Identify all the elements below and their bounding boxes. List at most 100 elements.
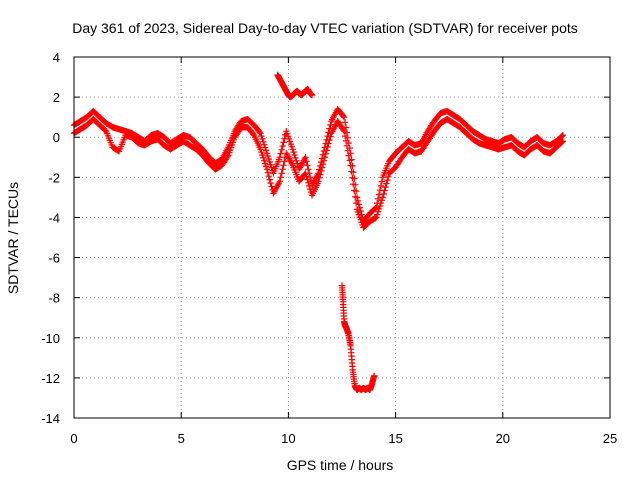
- data-point: [352, 199, 360, 207]
- data-point: [378, 197, 385, 204]
- data-point: [340, 126, 347, 133]
- data-point: [559, 132, 566, 139]
- data-point: [344, 147, 351, 154]
- data-point: [378, 178, 385, 185]
- x-tick-label: 20: [496, 431, 510, 446]
- data-point: [324, 143, 331, 151]
- data-point: [260, 138, 267, 145]
- data-point: [383, 180, 390, 187]
- data-point: [558, 138, 566, 146]
- data-point: [351, 187, 358, 194]
- y-tick-label: 0: [53, 130, 60, 145]
- data-point: [268, 183, 275, 190]
- data-point: [293, 157, 300, 164]
- series-upper-segment: [274, 71, 316, 101]
- data-point: [279, 142, 286, 150]
- data-point: [325, 140, 332, 147]
- data-point: [279, 166, 286, 173]
- data-point: [382, 183, 389, 191]
- data-point: [291, 151, 298, 159]
- data-point: [266, 176, 273, 183]
- y-tick-label: 2: [53, 90, 60, 105]
- data-point: [305, 179, 312, 186]
- plot-frame: [73, 56, 611, 419]
- data-point: [261, 144, 269, 151]
- data-point: [224, 153, 231, 160]
- data-point: [267, 179, 274, 187]
- data-point: [315, 178, 322, 185]
- data-point: [265, 155, 272, 163]
- data-point: [305, 166, 312, 173]
- data-point: [371, 372, 378, 380]
- data-point: [264, 169, 272, 176]
- data-point: [385, 173, 392, 180]
- data-point: [265, 173, 272, 180]
- data-point: [302, 170, 309, 177]
- data-point: [321, 154, 328, 161]
- x-tick-label: 25: [603, 431, 617, 446]
- data-point: [381, 187, 388, 194]
- data-point: [264, 152, 272, 160]
- data-point: [277, 174, 284, 181]
- series-lower-segment: [338, 282, 378, 394]
- data-point: [349, 174, 356, 182]
- x-tick-label: 0: [70, 431, 77, 446]
- data-point: [280, 139, 287, 146]
- y-tick-label: -14: [41, 411, 60, 426]
- y-tick-label: -2: [48, 170, 60, 185]
- data-point: [340, 112, 347, 120]
- data-point: [263, 166, 271, 173]
- data-point: [373, 204, 380, 211]
- y-tick-label: -12: [41, 371, 60, 386]
- series-main-trace-1: [70, 105, 566, 225]
- data-point: [346, 157, 353, 164]
- data-point: [317, 171, 324, 178]
- data-point: [559, 138, 566, 145]
- data-point: [256, 128, 263, 136]
- data-point: [258, 132, 265, 140]
- data-point: [263, 150, 271, 157]
- series-main-trace-2: [70, 116, 566, 231]
- data-point: [345, 152, 352, 159]
- data-point: [374, 211, 381, 218]
- data-point: [302, 154, 309, 161]
- data-point: [289, 146, 296, 153]
- data-point: [262, 163, 270, 170]
- data-point: [261, 157, 268, 164]
- x-tick-label: 15: [388, 431, 402, 446]
- data-point: [340, 128, 348, 135]
- x-tick-label: 10: [281, 431, 295, 446]
- y-tick-label: 4: [53, 50, 60, 65]
- data-point: [340, 114, 348, 121]
- data-point: [377, 199, 385, 207]
- data-point: [380, 190, 387, 198]
- data-point: [304, 176, 311, 183]
- data-point: [259, 151, 266, 159]
- data-point: [303, 158, 310, 165]
- data-point: [558, 132, 566, 140]
- data-point: [257, 130, 264, 137]
- data-point: [292, 154, 299, 162]
- y-tick-label: -6: [48, 251, 60, 266]
- x-axis-label: GPS time / hours: [287, 457, 394, 473]
- data-point: [276, 154, 283, 161]
- y-tick-label: -8: [48, 291, 60, 306]
- data-point: [278, 170, 285, 177]
- data-point: [276, 178, 283, 185]
- data-point: [322, 150, 329, 157]
- data-point: [268, 164, 275, 171]
- data-point: [267, 161, 274, 168]
- data-point: [347, 162, 354, 169]
- data-point: [373, 214, 380, 221]
- data-point: [341, 119, 349, 126]
- x-tick-label: 5: [178, 431, 185, 446]
- data-point: [320, 157, 328, 164]
- data-point: [323, 147, 330, 154]
- data-point: [341, 132, 349, 140]
- data-point: [384, 177, 391, 184]
- data-point: [379, 194, 386, 201]
- data-point: [343, 142, 351, 149]
- data-point: [304, 162, 311, 169]
